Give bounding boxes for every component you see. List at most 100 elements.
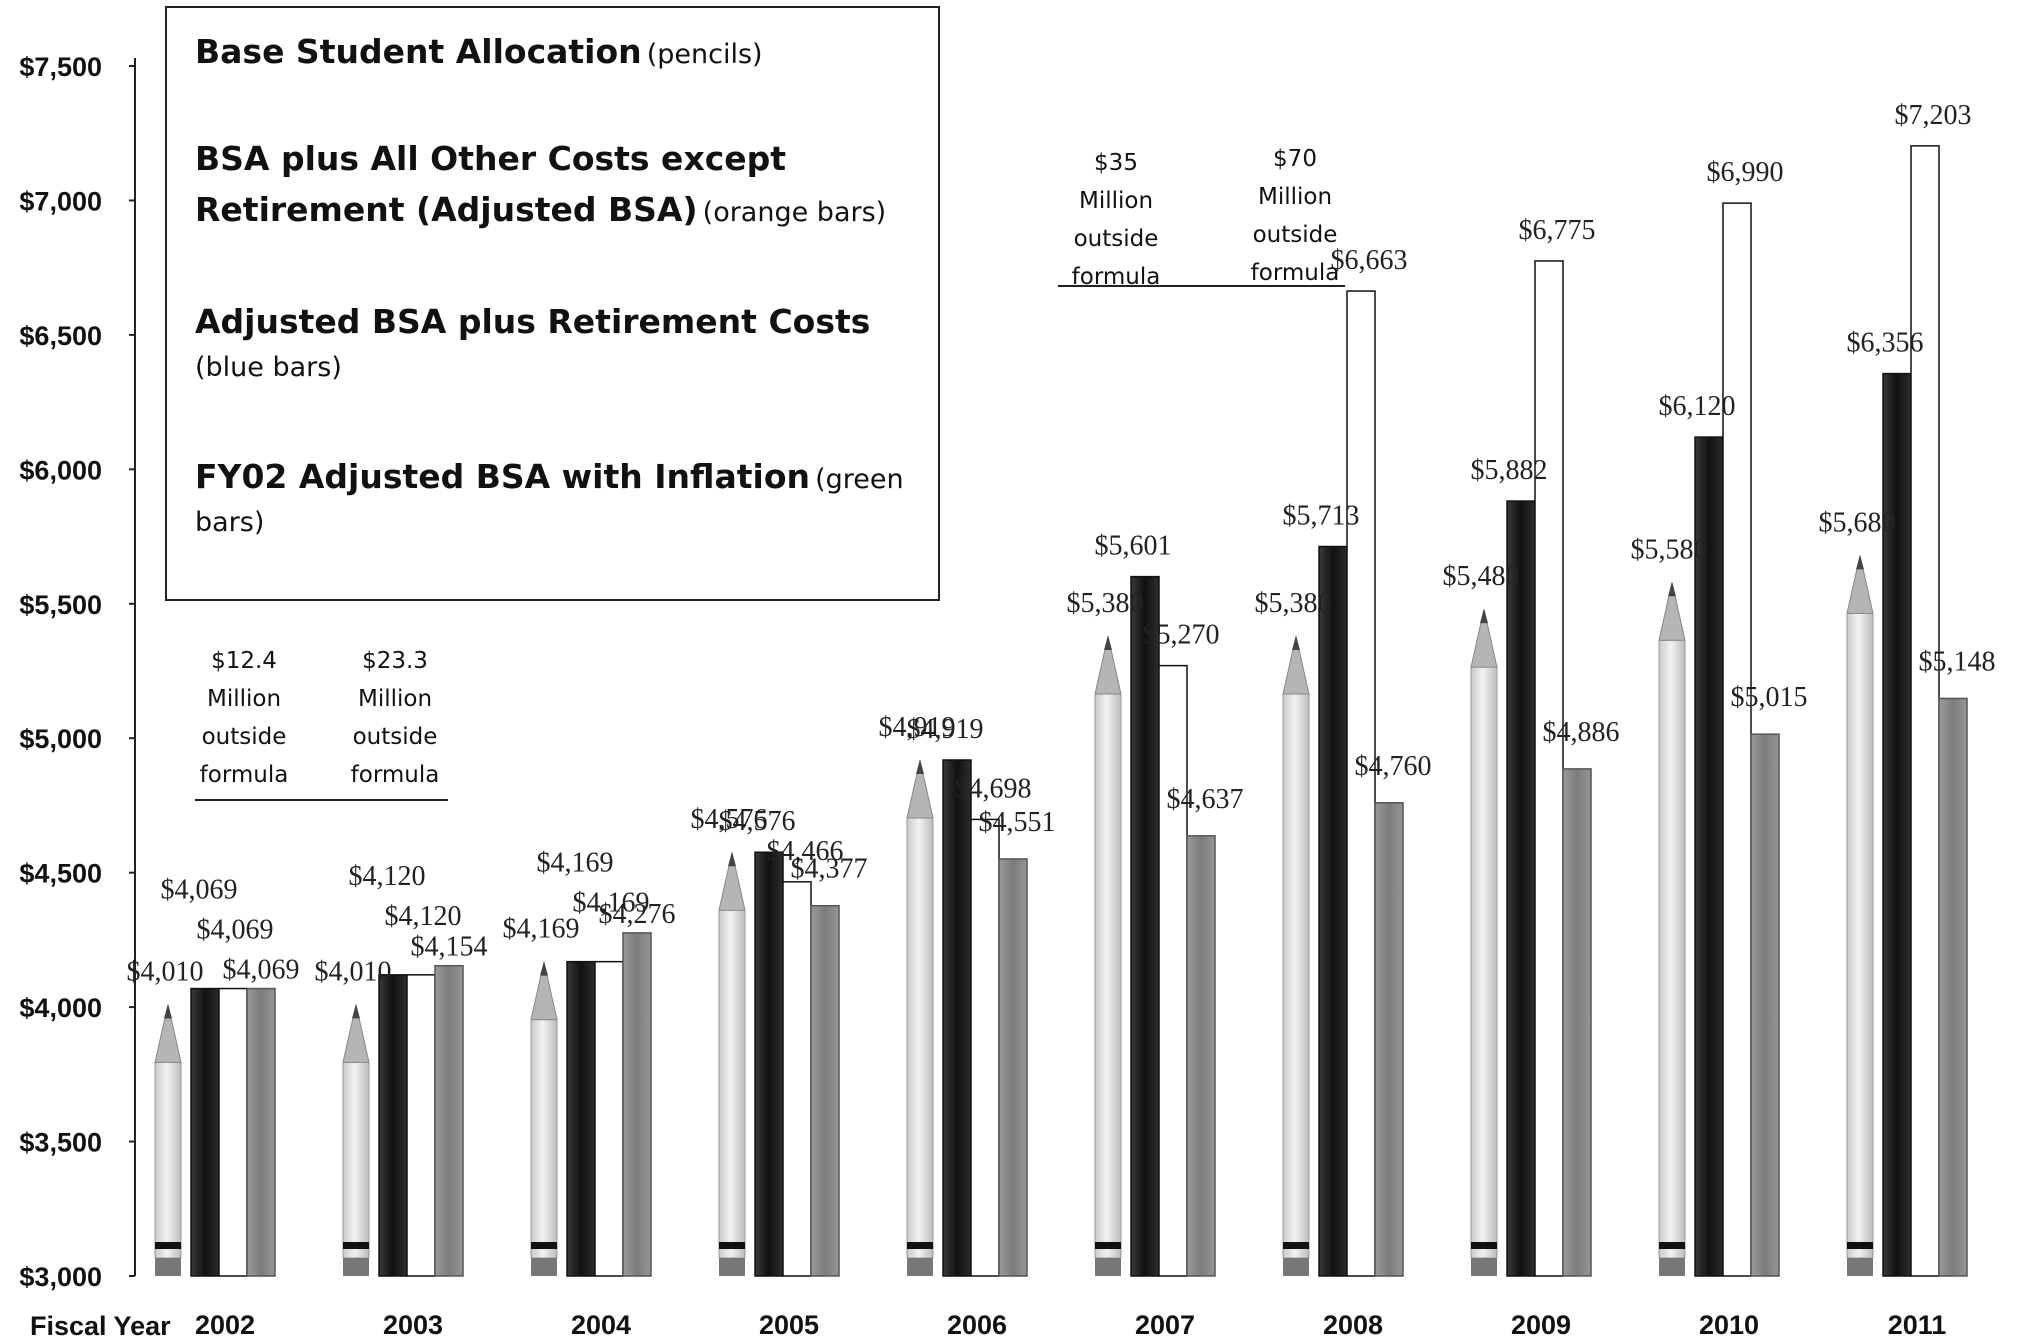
adjusted-bsa-bar-2011	[1882, 372, 1912, 1277]
retirement-bar-2008	[1346, 290, 1376, 1277]
retirement-value-label: $6,775	[1519, 215, 1596, 246]
annotation-line: Million	[207, 686, 281, 712]
y-tick-label: $6,000	[19, 455, 102, 485]
pencil-value-label: $5,580	[1631, 534, 1708, 565]
retirement-bar-2011	[1910, 145, 1940, 1277]
adjusted-bsa-bar-2003	[378, 974, 408, 1277]
inflation-bar-2006	[998, 858, 1028, 1277]
inflation-value-label: $5,148	[1919, 646, 1996, 677]
x-tick-label: 2006	[947, 1310, 1007, 1340]
annotation-line: outside	[1253, 222, 1338, 248]
pencil-value-label: $5,480	[1443, 561, 1520, 592]
inflation-value-label: $4,069	[223, 955, 300, 986]
pencil-bar-2010	[1658, 582, 1686, 1276]
adjusted-bsa-bar-2005	[754, 851, 784, 1277]
pencil-bar-2004	[530, 961, 558, 1276]
pencil-value-label: $4,169	[503, 914, 580, 945]
inflation-bar-2010	[1750, 733, 1780, 1277]
retirement-bar-2006	[970, 818, 1000, 1277]
inflation-value-label: $4,760	[1355, 751, 1432, 782]
legend-retirement-note: (blue bars)	[195, 352, 342, 384]
retirement-value-label: $4,120	[385, 901, 462, 932]
legend-adjusted-bsa-title: BSA plus All Other Costs except Retireme…	[195, 139, 787, 230]
retirement-value-label: $5,270	[1143, 620, 1220, 651]
legend-inflation-note: (green bars)	[195, 464, 904, 539]
adjusted-bsa-value-label: $5,882	[1471, 455, 1548, 486]
pencil-bar-2002	[154, 1004, 182, 1276]
retirement-value-label: $6,663	[1331, 245, 1408, 276]
pencil-bar-2003	[342, 1004, 370, 1276]
annotation-2002: $12.4 Million outside formula	[200, 648, 289, 788]
y-tick-label: $3,500	[19, 1128, 102, 1158]
adjusted-bsa-bar-2007	[1130, 575, 1160, 1277]
adjusted-bsa-value-label: $5,601	[1095, 531, 1172, 562]
adjusted-bsa-value-label: $4,069	[161, 875, 238, 906]
annotation-line: $23.3	[362, 648, 428, 674]
inflation-bar-2002	[246, 987, 276, 1277]
annotation-line: Million	[1258, 184, 1332, 210]
adjusted-bsa-value-label: $4,576	[719, 806, 796, 837]
legend-item-adjusted-bsa: BSA plus All Other Costs except Retireme…	[195, 133, 935, 235]
pencil-bar-2009	[1470, 609, 1498, 1276]
inflation-bar-2004	[622, 932, 652, 1277]
inflation-bar-2003	[434, 964, 464, 1277]
retirement-bar-2002	[218, 987, 248, 1277]
retirement-value-label: $4,169	[573, 888, 650, 919]
x-tick-label: 2002	[195, 1310, 255, 1340]
adjusted-bsa-bar-2010	[1694, 436, 1724, 1277]
retirement-value-label: $7,203	[1895, 100, 1972, 131]
pencil-value-label: $4,010	[127, 956, 204, 987]
adjusted-bsa-value-label: $6,356	[1847, 328, 1924, 359]
annotation-line: formula	[351, 762, 440, 788]
retirement-value-label: $4,466	[767, 836, 844, 867]
pencil-value-label: $5,380	[1067, 588, 1144, 619]
y-tick-label: $5,500	[19, 590, 102, 620]
adjusted-bsa-bar-2006	[942, 759, 972, 1277]
legend-item-inflation: FY02 Adjusted BSA with Inflation (green …	[195, 451, 935, 544]
legend-inflation-title: FY02 Adjusted BSA with Inflation	[195, 457, 810, 496]
retirement-value-label: $4,069	[197, 915, 274, 946]
legend: Base Student Allocation (pencils) BSA pl…	[165, 6, 940, 601]
x-tick-label: 2011	[1888, 1310, 1947, 1340]
x-tick-label: 2005	[759, 1310, 819, 1340]
adjusted-bsa-value-label: $4,169	[537, 848, 614, 879]
x-tick-label: 2007	[1135, 1310, 1195, 1340]
adjusted-bsa-bar-2004	[566, 960, 596, 1277]
legend-bsa-note: (pencils)	[646, 39, 763, 70]
pencil-value-label: $4,576	[691, 804, 768, 835]
inflation-bar-2005	[810, 904, 840, 1277]
annotation-line: formula	[200, 762, 289, 788]
retirement-bar-2010	[1722, 202, 1752, 1277]
retirement-bar-2005	[782, 881, 812, 1277]
annotation-line: $35	[1094, 150, 1138, 176]
pencil-bar-2008	[1282, 635, 1310, 1276]
pencil-value-label: $4,919	[879, 712, 956, 743]
inflation-value-label: $4,154	[411, 932, 488, 963]
y-tick-label: $5,000	[19, 724, 102, 754]
y-tick-label: $7,000	[19, 186, 102, 216]
x-tick-label: 2003	[383, 1310, 443, 1340]
legend-retirement-title: Adjusted BSA plus Retirement Costs	[195, 302, 871, 341]
x-axis-title: Fiscal Year	[30, 1311, 171, 1341]
legend-item-bsa: Base Student Allocation (pencils)	[195, 26, 935, 77]
annotation-line: Million	[1079, 188, 1153, 214]
inflation-value-label: $4,886	[1543, 717, 1620, 748]
inflation-value-label: $4,637	[1167, 784, 1244, 815]
adjusted-bsa-value-label: $4,919	[907, 714, 984, 745]
legend-item-retirement: Adjusted BSA plus Retirement Costs (blue…	[195, 296, 935, 389]
annotation-line: $12.4	[211, 648, 277, 674]
inflation-bar-2007	[1186, 835, 1216, 1277]
inflation-bar-2011	[1938, 697, 1968, 1277]
pencil-value-label: $4,010	[315, 956, 392, 987]
retirement-bar-2007	[1158, 664, 1188, 1277]
y-axis: $3,000 $3,500 $4,000 $4,500 $5,000 $5,500 $6,0…	[19, 52, 171, 1341]
y-tick-label: $7,500	[19, 52, 102, 82]
adjusted-bsa-bar-2008	[1318, 545, 1348, 1277]
y-tick-label: $4,000	[19, 993, 102, 1023]
y-tick-label: $4,500	[19, 859, 102, 889]
annotation-line: outside	[202, 724, 287, 750]
x-tick-label: 2010	[1699, 1310, 1759, 1340]
